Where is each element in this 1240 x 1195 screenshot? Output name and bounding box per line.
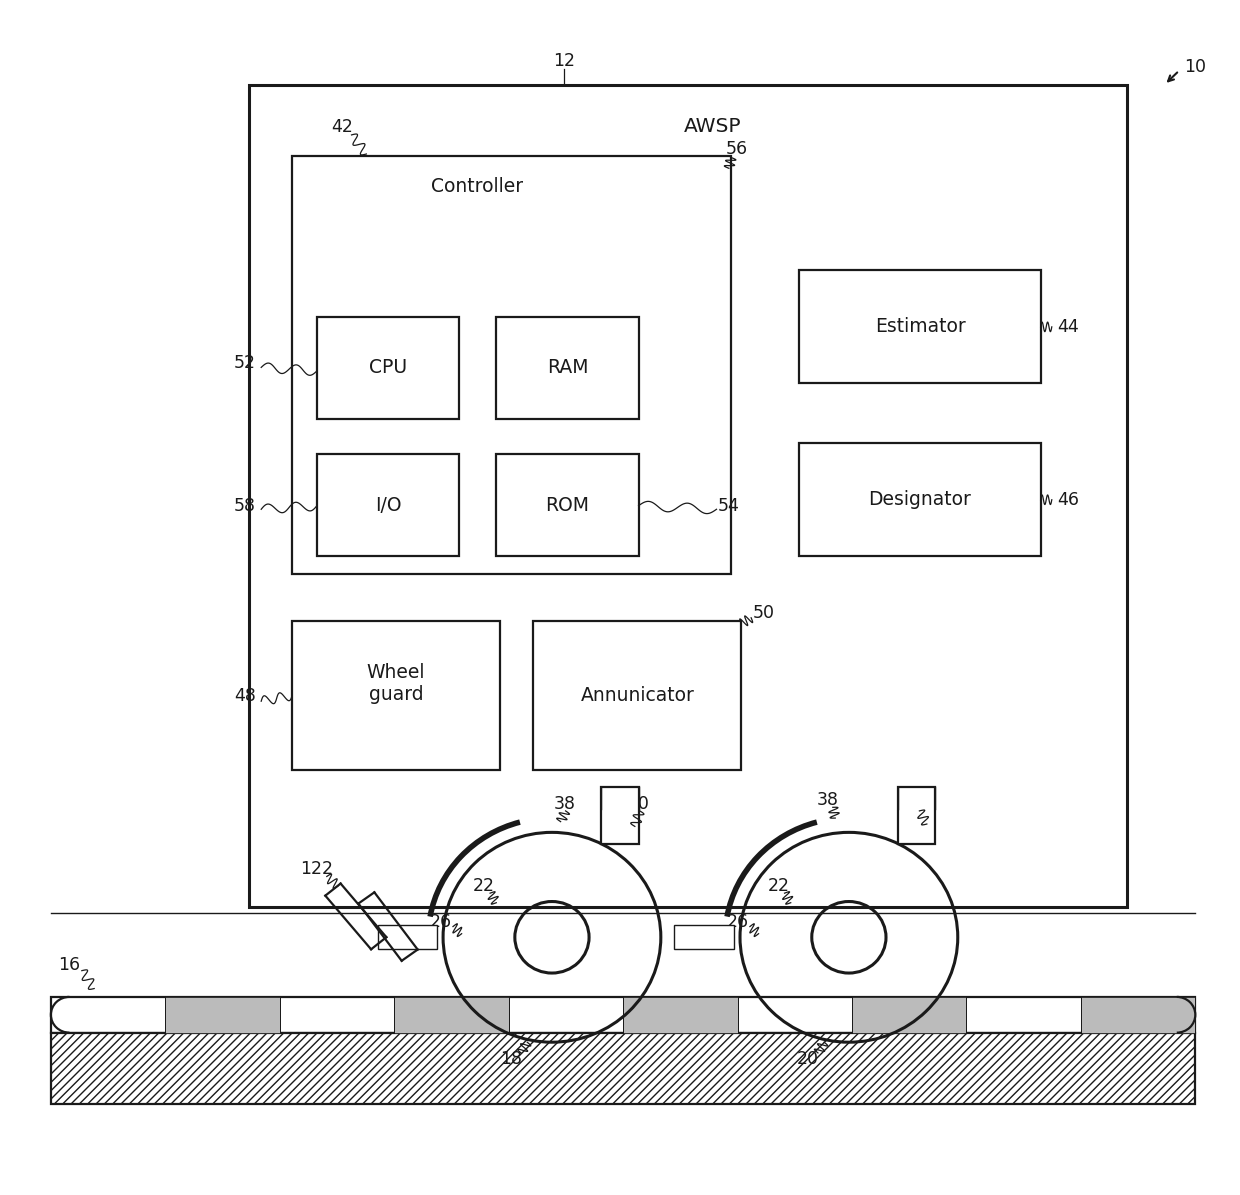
Text: 48: 48 [234,687,255,705]
Text: 22: 22 [472,877,495,895]
Text: 26: 26 [727,913,749,931]
Text: 54: 54 [718,497,740,515]
Text: 44: 44 [1056,318,1079,336]
Bar [249,85,1127,907]
Bar [800,270,1040,382]
Text: 38: 38 [817,791,838,809]
Text: 22: 22 [768,877,790,895]
Text: 18: 18 [500,1050,522,1068]
Bar [51,1032,1195,1104]
Bar [165,997,280,1032]
Text: Controller: Controller [430,177,523,196]
Text: 20: 20 [797,1050,820,1068]
Text: 10: 10 [1184,59,1207,76]
Bar [852,997,966,1032]
Bar [800,442,1040,556]
Text: 16: 16 [58,956,81,974]
Bar [394,997,508,1032]
Text: Designator: Designator [868,490,971,509]
Text: Wheel
guard: Wheel guard [367,663,425,704]
Bar [622,997,738,1032]
Text: I/O: I/O [374,496,402,515]
Bar [533,621,742,771]
Bar [496,318,639,418]
Text: 12: 12 [553,53,575,71]
Text: CPU: CPU [370,358,407,378]
Bar [317,454,459,556]
Text: Annunicator: Annunicator [580,686,694,705]
Text: 122: 122 [300,860,334,878]
Bar [51,997,1195,1032]
Text: 40: 40 [627,795,650,813]
Bar [293,157,732,574]
Text: AWSP: AWSP [684,117,742,136]
Text: 50: 50 [753,603,775,623]
Text: RAM: RAM [547,358,588,378]
Bar [675,925,734,949]
Bar [601,788,639,845]
Bar [377,925,436,949]
Text: ROM: ROM [546,496,589,515]
Text: 52: 52 [234,354,257,372]
Bar [496,454,639,556]
Text: 56: 56 [725,140,748,158]
Text: 40: 40 [904,795,925,813]
Text: 38: 38 [553,795,575,813]
Text: 46: 46 [1056,491,1079,509]
Bar [898,788,935,845]
Text: Estimator: Estimator [874,317,966,336]
Text: 42: 42 [331,117,352,135]
Text: 26: 26 [429,913,451,931]
Bar [317,318,459,418]
Bar [293,621,500,771]
Bar [1081,997,1195,1032]
Text: 58: 58 [234,497,257,515]
